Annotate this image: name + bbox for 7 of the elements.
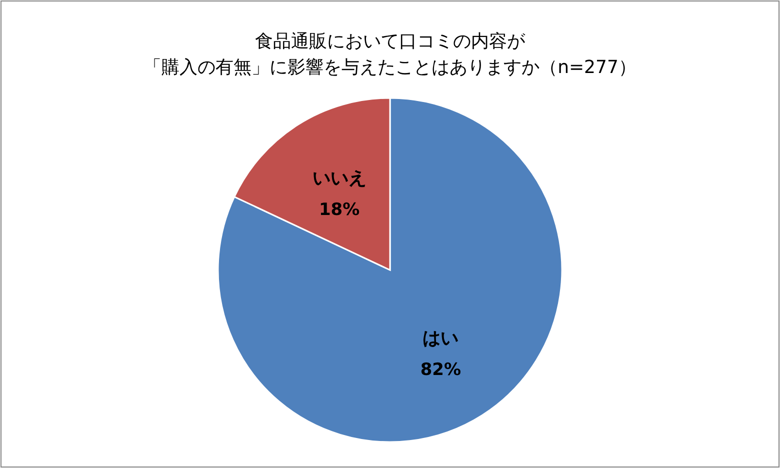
chart-subtitle: 「購入の有無」に影響を与えたことはありますか（n=277） xyxy=(144,57,636,78)
chart-title: 食品通販において口コミの内容が xyxy=(255,31,526,52)
data-label: 18% xyxy=(318,200,360,220)
data-label: 82% xyxy=(420,360,462,380)
slice: いいえ 18% xyxy=(234,97,391,271)
slice-label: いいえ xyxy=(312,168,366,190)
slice-label: はい xyxy=(422,328,459,349)
